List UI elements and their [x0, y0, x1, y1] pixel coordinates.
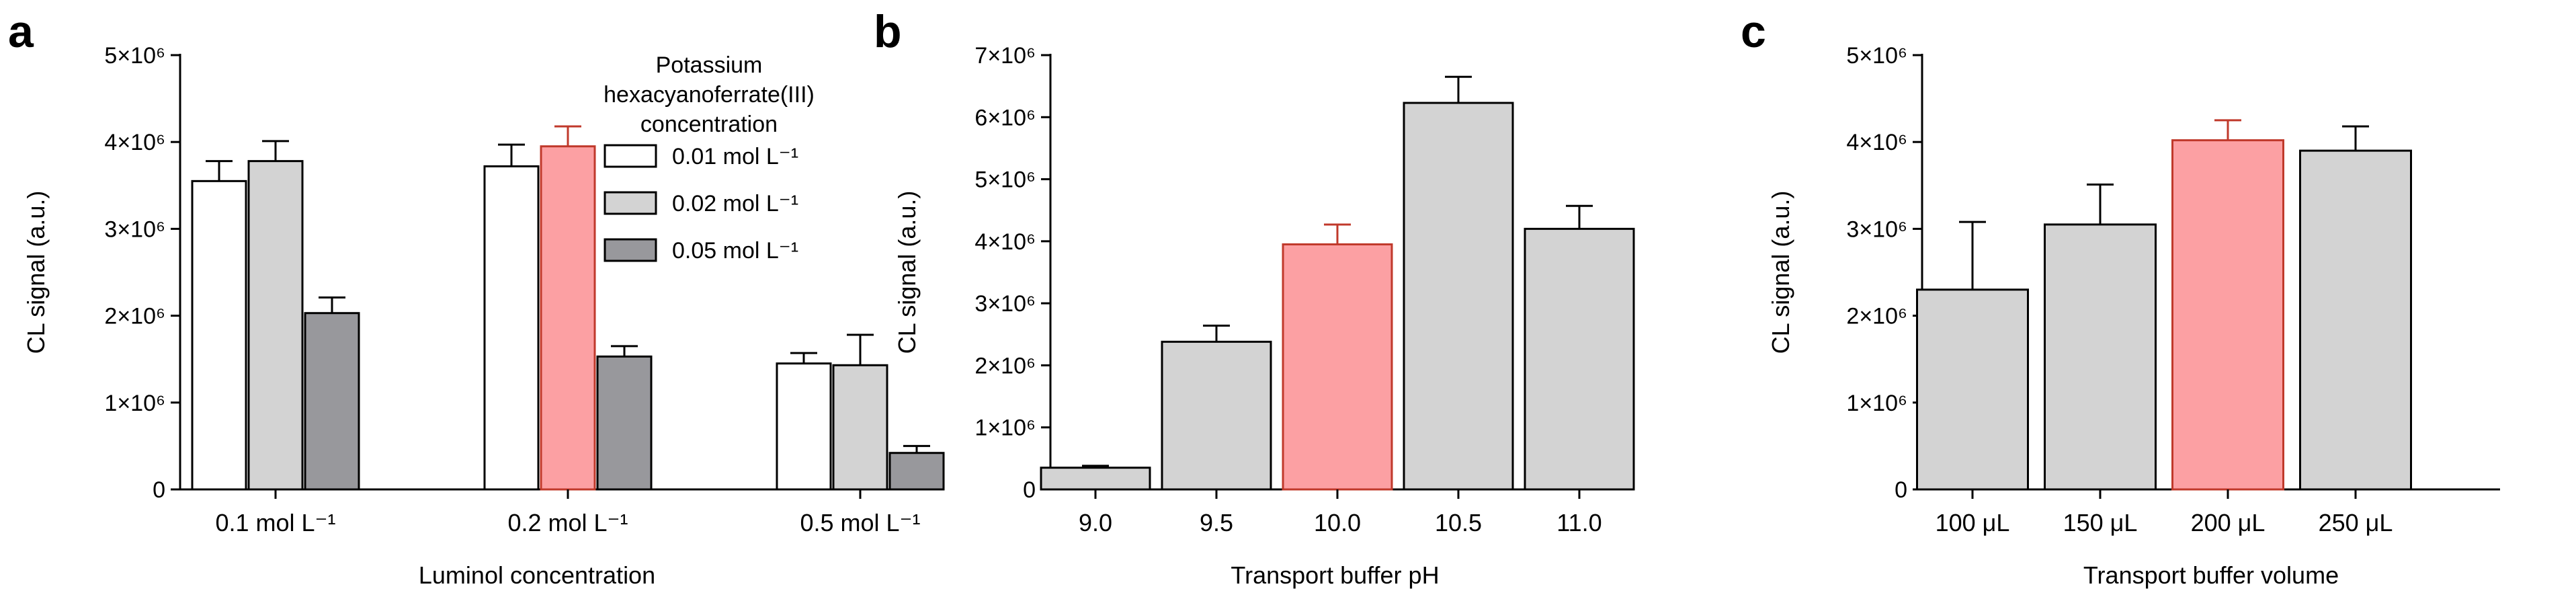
legend-swatch — [604, 238, 657, 262]
panel-letter: c — [1741, 6, 1766, 57]
y-tick-label: 4×10⁶ — [974, 229, 1036, 255]
bar — [540, 145, 596, 491]
x-tick-label: 11.0 — [1556, 509, 1602, 536]
bar — [1161, 340, 1272, 491]
y-tick-label: 3×10⁶ — [1846, 216, 1907, 242]
y-tick-label: 3×10⁶ — [104, 216, 165, 242]
bar — [483, 165, 540, 491]
legend-title: hexacyanoferrate(III) — [604, 82, 815, 108]
x-axis-label: Transport buffer pH — [1231, 561, 1439, 589]
x-tick-label: 0.2 mol L⁻¹ — [507, 509, 628, 536]
y-tick-label: 1×10⁶ — [104, 391, 165, 416]
panel-letter: b — [874, 6, 902, 57]
bar — [1040, 467, 1151, 491]
y-tick-label: 4×10⁶ — [1846, 130, 1907, 155]
y-tick-label: 5×10⁶ — [974, 167, 1036, 193]
bar — [1282, 243, 1393, 491]
y-tick-label: 5×10⁶ — [104, 43, 165, 69]
legend-swatch — [604, 191, 657, 215]
bar — [832, 364, 888, 491]
bar — [596, 355, 653, 491]
y-tick-label: 2×10⁶ — [1846, 304, 1907, 329]
x-tick-label: 0.1 mol L⁻¹ — [215, 509, 335, 536]
legend-label: 0.02 mol L⁻¹ — [672, 191, 798, 216]
y-tick-label: 0 — [1023, 477, 1036, 503]
x-tick-label: 100 μL — [1936, 509, 2010, 536]
bar — [247, 160, 304, 491]
x-tick-label: 250 μL — [2319, 509, 2393, 536]
legend-title: concentration — [640, 112, 778, 137]
bar — [888, 452, 945, 491]
legend-title: Potassium — [656, 52, 763, 78]
legend-swatch — [604, 144, 657, 168]
y-tick-label: 1×10⁶ — [1846, 391, 1907, 416]
y-tick-label: 5×10⁶ — [1846, 43, 1907, 69]
bar — [1403, 102, 1514, 491]
bar — [1916, 288, 2029, 491]
x-tick-label: 9.0 — [1079, 509, 1112, 536]
x-tick-label: 150 μL — [2063, 509, 2138, 536]
x-tick-label: 0.5 mol L⁻¹ — [800, 509, 920, 536]
y-axis-label: CL signal (a.u.) — [893, 191, 921, 354]
y-tick-label: 3×10⁶ — [974, 291, 1036, 317]
x-tick-label: 200 μL — [2191, 509, 2266, 536]
x-tick-label: 10.0 — [1314, 509, 1361, 536]
y-tick-label: 0 — [1895, 477, 1907, 503]
y-axis-label: CL signal (a.u.) — [1767, 191, 1794, 354]
y-tick-label: 2×10⁶ — [104, 304, 165, 329]
y-tick-label: 1×10⁶ — [974, 415, 1036, 441]
panel-b: b 0 1×10⁶ 2×10⁶ 3×10⁶ 4×10⁶ 5×10⁶ 6×10⁶ 7×10⁶ CL … — [874, 6, 1635, 589]
panel-c: c 0 1×10⁶ 2×10⁶ 3×10⁶ 4×10⁶ 5×10⁶ CL signal (a.… — [1741, 6, 2500, 589]
y-tick-label: 2×10⁶ — [974, 353, 1036, 378]
panel-a: a 0 1×10⁶ 2×10⁶ 3×10⁶ 4×10⁶ 5×10⁶ CL signal (a.… — [8, 6, 945, 589]
bar — [191, 179, 247, 491]
y-tick-label: 4×10⁶ — [104, 130, 165, 155]
x-axis-label: Transport buffer volume — [2083, 561, 2339, 589]
bar — [2171, 139, 2284, 491]
y-tick-label: 7×10⁶ — [974, 43, 1036, 69]
panel-letter: a — [8, 6, 34, 57]
x-tick-label: 10.5 — [1435, 509, 1482, 536]
legend-label: 0.01 mol L⁻¹ — [672, 144, 798, 169]
x-axis-label: Luminol concentration — [419, 561, 655, 589]
bar — [1524, 227, 1635, 491]
y-tick-label: 6×10⁶ — [974, 105, 1036, 130]
bar — [776, 362, 832, 491]
y-tick-label: 0 — [153, 477, 165, 503]
x-tick-label: 9.5 — [1200, 509, 1233, 536]
bar — [2299, 149, 2412, 491]
bar — [304, 312, 360, 491]
y-axis-label: CL signal (a.u.) — [22, 191, 50, 354]
bar — [2044, 223, 2157, 491]
legend-label: 0.05 mol L⁻¹ — [672, 238, 798, 264]
